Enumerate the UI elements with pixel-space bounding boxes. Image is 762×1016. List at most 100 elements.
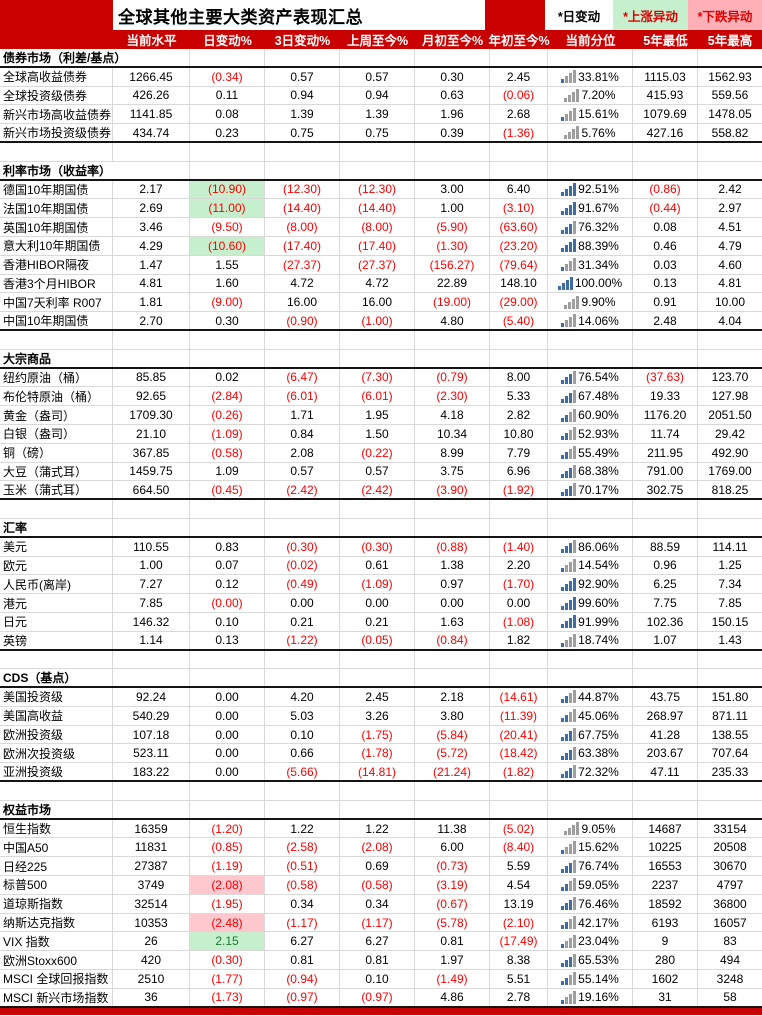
value-cell (113, 49, 190, 66)
value-cell: 110.55 (113, 537, 190, 556)
table-row: 玉米（蒲式耳） 664.50 (0.45) (2.42) (2.42) (3.90) (1.… (0, 481, 762, 501)
value-cell: 16.00 (265, 293, 340, 312)
value-cell: 5.51 (490, 970, 548, 988)
value-cell: 4.81 (718, 276, 742, 291)
value-cell (698, 669, 762, 686)
column-header: 5年最高 (707, 34, 753, 48)
value-cell: 415.93 (633, 86, 698, 105)
value-cell: 30670 (713, 859, 747, 874)
value-cell: (0.79) (415, 368, 490, 387)
value-cell: 127.98 (711, 389, 749, 404)
row-label-cell: 香港3个月HIBOR (0, 274, 113, 293)
value-cell: 235.33 (711, 764, 749, 779)
row-label-cell: 德国10年期国债 (0, 180, 113, 199)
value-cell: 16057 (713, 915, 747, 930)
value-cell: 1.55 (190, 255, 265, 274)
percentile-bars-icon (557, 276, 573, 290)
value-cell: 1709.30 (113, 406, 190, 424)
value-cell: (27.37) (340, 255, 415, 274)
value-cell (265, 142, 340, 161)
percentile-value: 67.75% (578, 727, 619, 742)
spacer-row (0, 500, 762, 519)
value-cell: (1.00) (340, 312, 415, 329)
value-cell: 0.03 (633, 255, 698, 274)
legend-daily-change: *日变动 (545, 0, 613, 30)
value-cell (698, 651, 762, 669)
value-cell: 1.60 (190, 274, 265, 293)
page-title: 全球其他主要大类资产表现汇总 (113, 0, 485, 30)
table-row: 德国10年期国债 2.17 (10.90) (12.30) (12.30) 3.00 6.4… (0, 180, 762, 200)
value-cell: (1.17) (340, 913, 415, 932)
value-cell: 0.00 (190, 763, 265, 781)
percentile-value: 33.81% (578, 69, 619, 84)
value-cell: 0.34 (265, 894, 340, 913)
table-row: 日经225 27387 (1.19) (0.51) 0.69 (0.73) 5.59 76.7… (0, 857, 762, 877)
percentile-value: 52.93% (578, 426, 619, 441)
value-cell: (2.84) (190, 387, 265, 406)
value-cell: (79.64) (490, 255, 548, 274)
value-cell: 1115.03 (633, 67, 698, 86)
value-cell: (11.39) (490, 706, 548, 725)
percentile-cell: 67.48% (548, 387, 633, 406)
value-cell: (10.90) (190, 180, 265, 199)
value-cell: 1.81 (113, 293, 190, 312)
percentile-bars-icon (561, 765, 577, 779)
section-title: 利率市场（收益率） (0, 161, 116, 179)
value-cell (633, 49, 698, 66)
value-cell: 29.42 (714, 426, 746, 441)
value-cell: 1141.85 (113, 105, 190, 124)
row-label-cell: 欧元 (0, 556, 113, 575)
percentile-cell: 31.34% (548, 255, 633, 274)
percentile-cell: 76.74% (548, 857, 633, 876)
percentile-bars-icon (561, 972, 577, 986)
value-cell: (5.02) (490, 819, 548, 838)
value-cell: 0.61 (340, 556, 415, 575)
value-cell: 114.11 (712, 539, 748, 554)
value-cell: 268.97 (633, 706, 698, 725)
column-header: 5年最低 (643, 34, 688, 48)
percentile-value: 15.61% (578, 107, 619, 122)
value-cell (490, 330, 548, 349)
value-cell (490, 161, 548, 179)
row-label-cell: 港元 (0, 594, 113, 612)
percentile-bars-icon (561, 540, 577, 554)
value-cell (490, 782, 548, 800)
value-cell: (14.81) (340, 763, 415, 781)
row-label-cell: 英国10年期国债 (0, 218, 113, 236)
value-cell: 2.45 (340, 688, 415, 706)
value-cell (113, 500, 190, 518)
table-row: 法国10年期国债 2.69 (11.00) (14.40) (14.40) 1.00 (3.… (0, 199, 762, 219)
value-cell: 7.85 (113, 594, 190, 612)
table-row: 标普500 3749 (2.08) (0.58) (0.58) (3.19) 4.54 59.… (0, 876, 762, 895)
table-row: 美国投资级 92.24 0.00 4.20 2.45 2.18 (14.61) 44.87% 4… (0, 688, 762, 707)
percentile-value: 18.74% (578, 633, 619, 648)
value-cell: (6.01) (265, 387, 340, 406)
section-title: 权益市场 (0, 800, 56, 818)
table-row: 恒生指数 16359 (1.20) 1.22 1.22 11.38 (5.02) 9.05% 1… (0, 819, 762, 839)
percentile-cell: 76.46% (548, 894, 633, 913)
percentile-value: 9.05% (581, 821, 616, 836)
table-row: 英镑 1.14 0.13 (1.22) (0.05) (0.84) 1.82 18.74% 1.… (0, 631, 762, 651)
percentile-value: 65.53% (578, 953, 619, 968)
value-cell: (0.94) (265, 970, 340, 988)
value-cell: 1562.93 (708, 69, 752, 84)
value-cell: (1.78) (340, 744, 415, 763)
value-cell (698, 801, 762, 818)
value-cell: 0.94 (340, 86, 415, 105)
value-cell: (5.78) (415, 913, 490, 932)
table-row: 美元 110.55 0.83 (0.30) (0.30) (0.88) (1.40) 86.0… (0, 537, 762, 557)
row-label-cell: 道琼斯指数 (0, 894, 113, 913)
value-cell: (2.10) (490, 913, 548, 932)
row-label-cell: 恒生指数 (0, 819, 113, 838)
percentile-value: 92.90% (578, 577, 619, 592)
value-cell: 0.00 (190, 744, 265, 763)
value-cell: 0.81 (265, 951, 340, 970)
value-cell (633, 650, 698, 669)
value-cell: 2.69 (113, 199, 190, 218)
percentile-bars-icon (561, 258, 577, 272)
value-cell (190, 330, 265, 349)
value-cell: 707.64 (711, 746, 749, 761)
row-label-cell: 标普500 (0, 876, 113, 894)
value-cell: 2.20 (490, 556, 548, 575)
row-label-cell: 意大利10年期国债 (0, 236, 113, 255)
